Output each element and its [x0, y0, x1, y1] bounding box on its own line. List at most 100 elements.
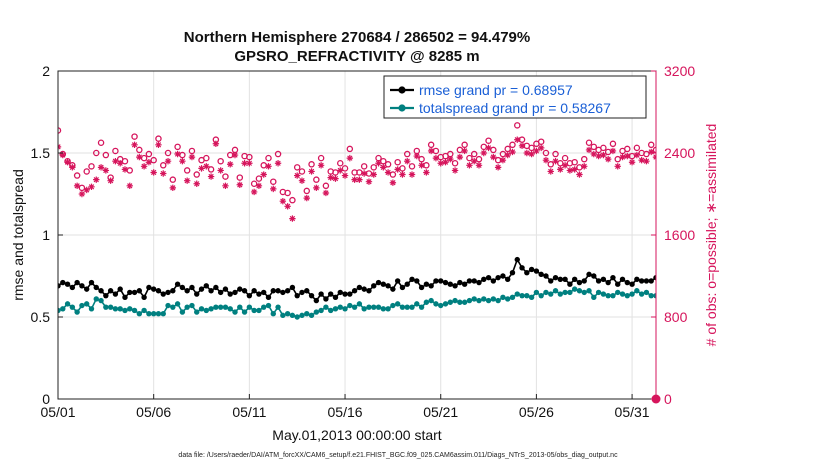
- totalspread-point: [586, 288, 592, 294]
- rmse-point: [404, 281, 410, 287]
- rmse-point: [663, 273, 668, 278]
- rmse-point: [638, 278, 645, 284]
- totalspread-point: [629, 291, 635, 297]
- rmse-point: [600, 276, 607, 282]
- y-left-tick-label: 0: [42, 391, 50, 407]
- totalspread-point: [768, 291, 773, 296]
- totalspread-point: [763, 290, 768, 295]
- rmse-point: [170, 288, 176, 294]
- rmse-point: [399, 284, 406, 291]
- rmse-point: [103, 292, 109, 299]
- obs-assimilated-point: [811, 133, 817, 139]
- obs-possible-point: [270, 178, 277, 185]
- obs-possible-point: [145, 150, 153, 158]
- totalspread-point: [658, 290, 663, 295]
- totalspread-point: [351, 304, 358, 310]
- totalspread-point: [356, 301, 363, 307]
- obs-possible-point: [217, 157, 224, 165]
- rmse-point: [739, 280, 744, 285]
- rmse-point: [284, 288, 291, 294]
- rmse-point: [375, 279, 382, 286]
- rmse-point: [366, 288, 372, 294]
- obs-possible-point: [322, 182, 330, 190]
- totalspread-point: [749, 291, 754, 296]
- totalspread-point: [595, 289, 602, 296]
- obs-assimilated-point: [227, 161, 234, 168]
- rmse-point: [749, 277, 754, 282]
- totalspread-point: [638, 291, 645, 297]
- totalspread-point: [610, 292, 616, 299]
- obs-assimilated-point: [729, 155, 735, 161]
- totalspread-point: [744, 290, 749, 295]
- totalspread-point: [122, 307, 128, 314]
- totalspread-point: [60, 306, 66, 312]
- obs-possible-point: [174, 143, 181, 151]
- totalspread-point: [93, 296, 99, 302]
- rmse-point: [107, 288, 114, 294]
- totalspread-point: [371, 304, 377, 310]
- totalspread-point: [414, 301, 420, 307]
- obs-assimilated-point: [408, 171, 416, 178]
- rmse-point: [294, 292, 300, 299]
- obs-assimilated-point: [590, 150, 598, 158]
- rmse-point: [146, 284, 152, 291]
- obs-assimilated-point: [365, 178, 373, 185]
- totalspread-point: [213, 304, 219, 310]
- rmse-point: [476, 279, 482, 286]
- rmse-point: [64, 281, 71, 287]
- rmse-point: [720, 282, 725, 287]
- obs-assimilated-point: [265, 163, 272, 170]
- totalspread-point: [332, 306, 339, 312]
- obs-possible-point: [236, 174, 244, 181]
- obs-possible-point: [293, 164, 301, 171]
- obs-assimilated-point: [748, 150, 754, 156]
- obs-possible-point: [590, 143, 598, 151]
- rmse-point: [213, 284, 219, 291]
- obs-possible-point: [787, 142, 792, 147]
- rmse-point: [509, 270, 516, 276]
- obs-assimilated-point: [480, 149, 487, 157]
- obs-possible-point: [470, 150, 478, 158]
- rmse-point: [428, 283, 434, 289]
- totalspread-point: [208, 306, 214, 312]
- rmse-point: [591, 273, 597, 279]
- obs-assimilated-point: [207, 173, 215, 180]
- obs-possible-point: [451, 159, 459, 167]
- obs-assimilated-point: [523, 149, 531, 157]
- obs-possible-point: [466, 154, 473, 162]
- obs-assimilated-point: [179, 158, 186, 165]
- y-left-tick-label: 0.5: [31, 309, 51, 325]
- obs-possible-point: [346, 145, 354, 153]
- rmse-point: [605, 279, 611, 286]
- totalspread-point: [668, 291, 673, 296]
- obs-possible-point: [394, 158, 401, 166]
- obs-possible-point: [485, 137, 492, 144]
- obs-possible-point: [88, 163, 95, 170]
- obs-possible-point: [811, 127, 816, 132]
- rmse-point: [198, 286, 205, 292]
- obs-possible-point: [203, 154, 210, 162]
- rmse-point: [174, 281, 181, 287]
- obs-possible-point: [633, 144, 641, 152]
- x-tick-label: 05/31: [615, 404, 650, 420]
- obs-assimilated-point: [533, 147, 540, 155]
- totalspread-point: [117, 306, 123, 312]
- obs-assimilated-point: [437, 160, 444, 167]
- obs-assimilated-point: [504, 151, 511, 159]
- totalspread-point: [495, 297, 501, 304]
- rmse-point: [332, 294, 339, 301]
- totalspread-point: [759, 293, 764, 298]
- rmse-point: [394, 278, 401, 284]
- totalspread-point: [811, 288, 816, 293]
- totalspread-point: [682, 291, 687, 296]
- obs-assimilated-point: [59, 151, 66, 159]
- obs-assimilated-point: [145, 159, 153, 166]
- obs-assimilated-point: [346, 154, 354, 162]
- rmse-point: [141, 294, 147, 301]
- obs-possible-point: [360, 163, 368, 170]
- rmse-point: [754, 278, 759, 283]
- totalspread-point: [270, 311, 276, 317]
- obs-assimilated-point: [413, 152, 420, 160]
- rmse-point: [452, 283, 458, 289]
